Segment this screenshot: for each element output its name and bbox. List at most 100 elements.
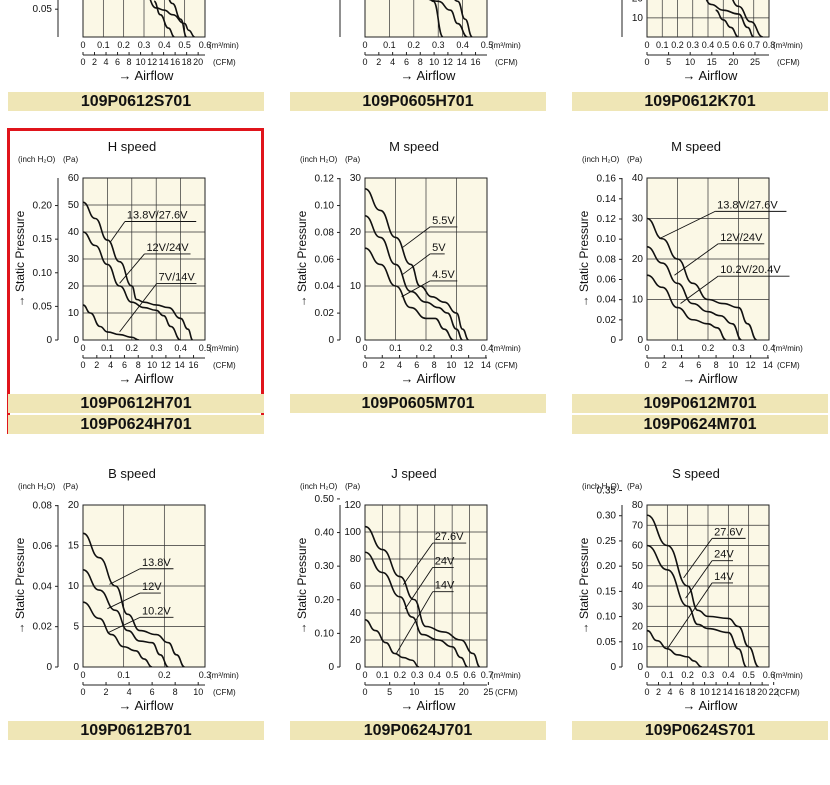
y-pa-tick-label: 20: [632, 254, 644, 265]
cfm-tick-label: 6: [679, 687, 684, 697]
curve-label-leader: [395, 591, 434, 654]
y-inch-tick-label: 0.14: [597, 194, 617, 205]
curve-label: 14V: [714, 571, 734, 583]
chart-title: J speed: [391, 466, 437, 481]
x-tick-label: 0.3: [732, 343, 745, 353]
curve-label-leader: [683, 538, 713, 579]
cfm-tick-label: 6: [404, 57, 409, 67]
x-tick-label: 0.4: [722, 670, 735, 680]
y-pa-tick-label: 0: [355, 662, 361, 673]
cfm-tick-label: 20: [193, 57, 203, 67]
curve-series-0: [647, 217, 758, 340]
y-pa-tick-label: 20: [632, 622, 644, 633]
model-label-secondary: 109P0624H701: [8, 415, 264, 434]
cfm-tick-label: 14: [457, 57, 467, 67]
cfm-unit-label: (CFM): [495, 58, 518, 67]
y-inch-tick-label: 0.12: [315, 174, 335, 185]
y-inch-tick-label: 0.15: [597, 586, 617, 597]
y-inch-tick-label: 0: [46, 335, 52, 346]
cfm-tick-label: 16: [189, 360, 199, 370]
cfm-unit-label: (CFM): [213, 361, 236, 370]
cfm-tick-label: 18: [182, 57, 192, 67]
y-axis-label: → Static Pressure: [577, 537, 591, 634]
y-pa-tick-label: 40: [68, 227, 80, 238]
y-inch-tick-label: 0.10: [33, 268, 53, 279]
inch-unit-label: (inch H₂O): [18, 155, 56, 164]
curve-label: 14V: [435, 580, 455, 592]
y-pa-tick-label: 40: [632, 581, 644, 592]
cfm-tick-label: 18: [746, 687, 756, 697]
curve-label-leader: [109, 221, 126, 244]
cfm-tick-label: 8: [714, 360, 719, 370]
x-tick-label: 0.1: [656, 40, 669, 50]
y-inch-tick-label: 0.04: [33, 581, 53, 592]
y-axis-label: → Static Pressure: [295, 537, 309, 634]
y-pa-tick-label: 0: [637, 662, 643, 673]
chart-svg-1: 100.0500.10.20.30.40.5(m³/min)0246810121…: [339, 0, 521, 80]
inch-unit-label: (inch H₂O): [582, 155, 620, 164]
x-unit-label: (m³/min): [209, 41, 239, 50]
inch-unit-label: (inch H₂O): [300, 155, 338, 164]
inch-unit-label: (inch H₂O): [582, 482, 620, 491]
pa-unit-label: (Pa): [345, 482, 360, 491]
y-pa-tick-label: 0: [73, 335, 79, 346]
x-axis-label: → Airflow: [401, 68, 457, 80]
cfm-tick-label: 6: [150, 687, 155, 697]
curve-label-leader: [402, 542, 434, 585]
x-unit-label: (m³/min): [773, 344, 803, 353]
cfm-tick-label: 20: [459, 687, 469, 697]
y-inch-tick-label: 0.08: [315, 227, 335, 238]
cfm-tick-label: 16: [734, 687, 744, 697]
x-unit-label: (m³/min): [773, 41, 803, 50]
chart-title: H speed: [108, 139, 156, 154]
curve-series-1: [705, 0, 755, 37]
x-axis-label: → Airflow: [683, 68, 739, 80]
y-axis-label: → Static Pressure: [295, 210, 309, 307]
x-tick-label: 0.4: [174, 343, 187, 353]
y-pa-tick-label: 10: [632, 13, 644, 24]
cfm-tick-label: 25: [483, 687, 493, 697]
y-pa-tick-label: 10: [68, 581, 80, 592]
y-inch-tick-label: 0.35: [597, 486, 617, 497]
y-inch-tick-label: 0: [46, 662, 52, 673]
y-axis-label: → Static Pressure: [13, 210, 27, 307]
cfm-tick-label: 0: [362, 687, 367, 697]
cfm-tick-label: 8: [136, 360, 141, 370]
x-axis-label: → Airflow: [119, 371, 175, 386]
x-axis-label: → Airflow: [119, 698, 175, 713]
y-inch-tick-label: 0.06: [33, 541, 53, 552]
pa-unit-label: (Pa): [627, 482, 642, 491]
x-unit-label: (m³/min): [773, 671, 803, 680]
y-pa-tick-label: 10: [632, 642, 644, 653]
curve-label-leader: [680, 275, 719, 304]
curve-series-2: [83, 304, 140, 340]
x-tick-label: 0.3: [432, 40, 445, 50]
cfm-tick-label: 4: [127, 687, 132, 697]
x-unit-label: (m³/min): [209, 344, 239, 353]
cfm-tick-label: 12: [746, 360, 756, 370]
y-inch-tick-label: 0.02: [315, 308, 335, 319]
x-tick-label: 0.4: [481, 343, 494, 353]
x-zero-label: 0: [644, 670, 649, 680]
x-tick-label: 0.1: [101, 343, 114, 353]
curve-label: 12V: [142, 581, 162, 593]
x-axis-label: → Airflow: [683, 371, 739, 386]
curve-label: 10.2V/20.4V: [720, 264, 781, 276]
cfm-unit-label: (CFM): [777, 688, 800, 697]
curve-label-leader: [404, 567, 434, 610]
cfm-tick-label: 2: [94, 360, 99, 370]
curve-series-0: [365, 525, 481, 667]
y-pa-tick-label: 40: [632, 173, 644, 184]
y-pa-tick-label: 10: [350, 281, 362, 292]
y-pa-tick-label: 50: [68, 200, 80, 211]
model-label: 109P0624S701: [572, 721, 828, 740]
cfm-tick-label: 8: [127, 57, 132, 67]
cfm-unit-label: (CFM): [213, 688, 236, 697]
y-inch-tick-label: 0.10: [597, 234, 617, 245]
curve-series-0: [83, 201, 194, 340]
x-tick-label: 0.5: [199, 343, 212, 353]
x-zero-label: 0: [80, 40, 85, 50]
cfm-tick-label: 16: [170, 57, 180, 67]
